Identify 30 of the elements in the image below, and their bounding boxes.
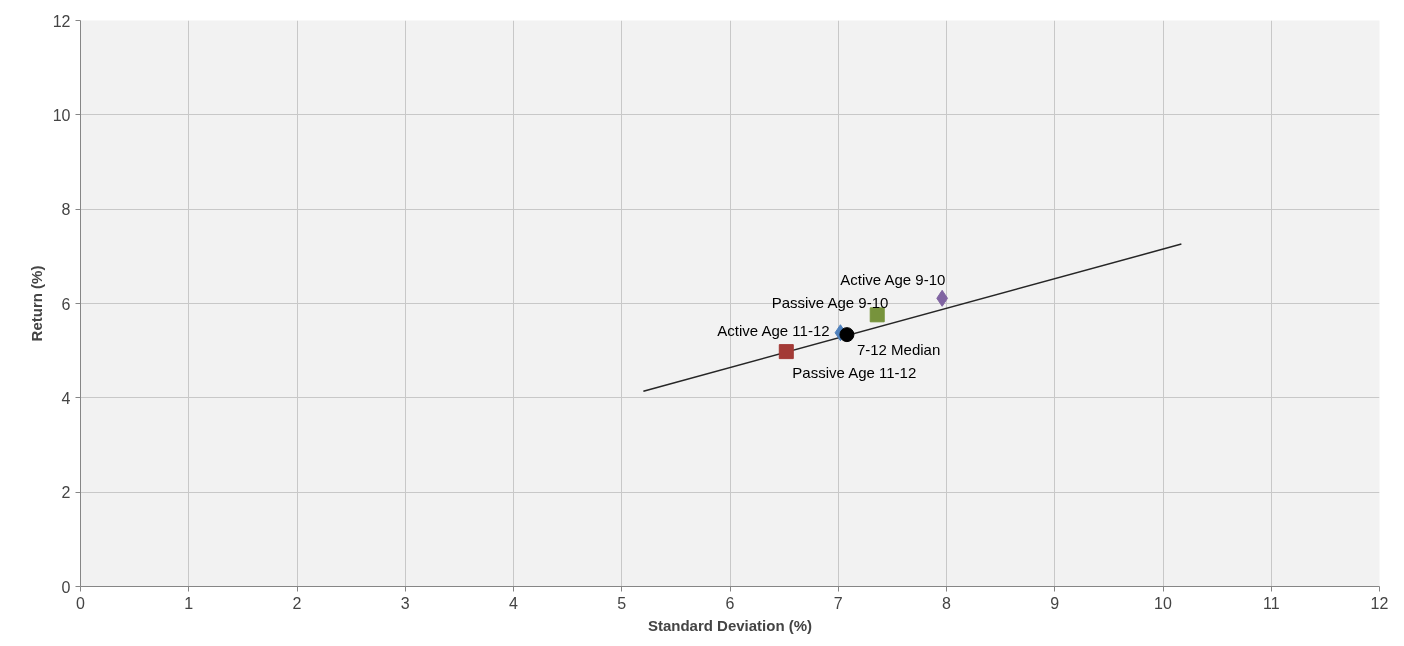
x-tick-label: 0	[76, 594, 86, 612]
point	[778, 344, 794, 360]
y-tick-label: 8	[61, 201, 71, 219]
x-tick-label: 9	[1050, 594, 1060, 612]
x-tick-label: 11	[1262, 594, 1280, 612]
point	[839, 327, 855, 343]
series-label: 7-12 Median	[856, 340, 941, 358]
x-tick-label: 8	[942, 594, 952, 612]
x-tick-label: 4	[509, 594, 519, 612]
y-tick-label: 0	[61, 578, 71, 596]
y-tick-label: 6	[61, 295, 71, 313]
x-tick-label: 10	[1154, 594, 1172, 612]
x-tick-label: 2	[292, 594, 302, 612]
series-label: Active Age 11-12	[717, 322, 830, 340]
y-axis-title: Return (%)	[27, 265, 45, 342]
series-label: Active Age 9-10	[840, 271, 946, 289]
y-tick-label: 2	[61, 484, 71, 502]
x-tick-label: 1	[184, 594, 194, 612]
x-tick-label: 7	[833, 594, 843, 612]
x-axis-title: Standard Deviation (%)	[647, 616, 813, 634]
series-label: Passive Age 11-12	[792, 363, 917, 381]
x-tick-label: 12	[1370, 594, 1389, 612]
x-tick-label: 3	[400, 594, 410, 612]
x-tick-label: 6	[725, 594, 735, 612]
x-tick-label: 5	[617, 594, 627, 612]
y-tick-label: 12	[52, 12, 71, 30]
series-label: Passive Age 9-10	[771, 293, 889, 311]
y-tick-label: 4	[61, 389, 71, 407]
y-tick-label: 10	[52, 106, 71, 124]
point	[869, 307, 885, 323]
